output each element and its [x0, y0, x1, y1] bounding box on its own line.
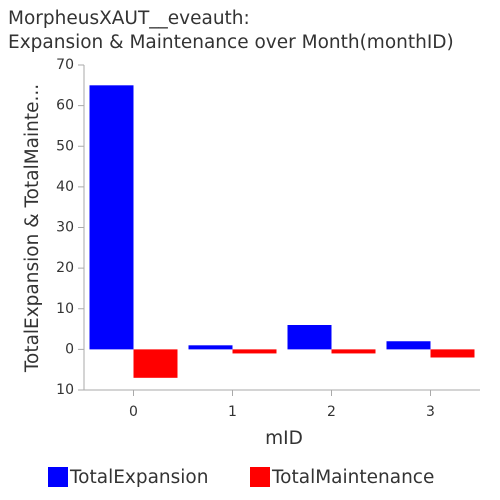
y-tick-label: 30 — [56, 220, 74, 236]
bar-totalmaintenance-2 — [331, 349, 376, 354]
legend-label-totalexpansion: TotalExpansion — [69, 467, 208, 488]
chart-title-line-2: Expansion & Maintenance over Month(month… — [8, 32, 454, 53]
y-tick-label: 10 — [56, 382, 74, 398]
x-tick-label: 2 — [327, 404, 336, 420]
x-axis-title: mID — [265, 428, 303, 449]
bar-totalmaintenance-1 — [232, 349, 277, 354]
bar-totalexpansion-3 — [386, 341, 431, 350]
bar-totalexpansion-1 — [188, 345, 233, 350]
y-tick-label: 60 — [56, 98, 74, 114]
y-tick-label: 50 — [56, 138, 74, 154]
bars — [89, 85, 475, 378]
y-tick-label: 0 — [65, 341, 74, 357]
legend-swatch-totalmaintenance — [250, 467, 270, 487]
y-tick-label: 40 — [56, 179, 74, 195]
y-tick-label: 70 — [56, 57, 74, 73]
bar-totalexpansion-2 — [287, 325, 332, 350]
bar-totalexpansion-0 — [89, 85, 134, 350]
x-tick-label: 3 — [426, 404, 435, 420]
bar-totalmaintenance-3 — [430, 349, 475, 358]
y-axis: 70 60 50 40 30 20 10 0 10 — [56, 57, 85, 398]
legend-label-totalmaintenance: TotalMaintenance — [271, 467, 434, 488]
y-axis-title: TotalExpansion & TotalMainte... — [22, 84, 43, 373]
x-axis: 0 1 2 3 — [84, 389, 480, 420]
y-tick-label: 10 — [56, 301, 74, 317]
legend-swatch-totalexpansion — [48, 467, 68, 487]
y-tick-label: 20 — [56, 260, 74, 276]
x-tick-label: 1 — [228, 404, 237, 420]
x-tick-label: 0 — [129, 404, 138, 420]
chart-title-line-1: MorpheusXAUT__eveauth: — [8, 8, 250, 29]
bar-totalmaintenance-0 — [133, 349, 178, 378]
legend: TotalExpansion TotalMaintenance — [48, 467, 434, 488]
